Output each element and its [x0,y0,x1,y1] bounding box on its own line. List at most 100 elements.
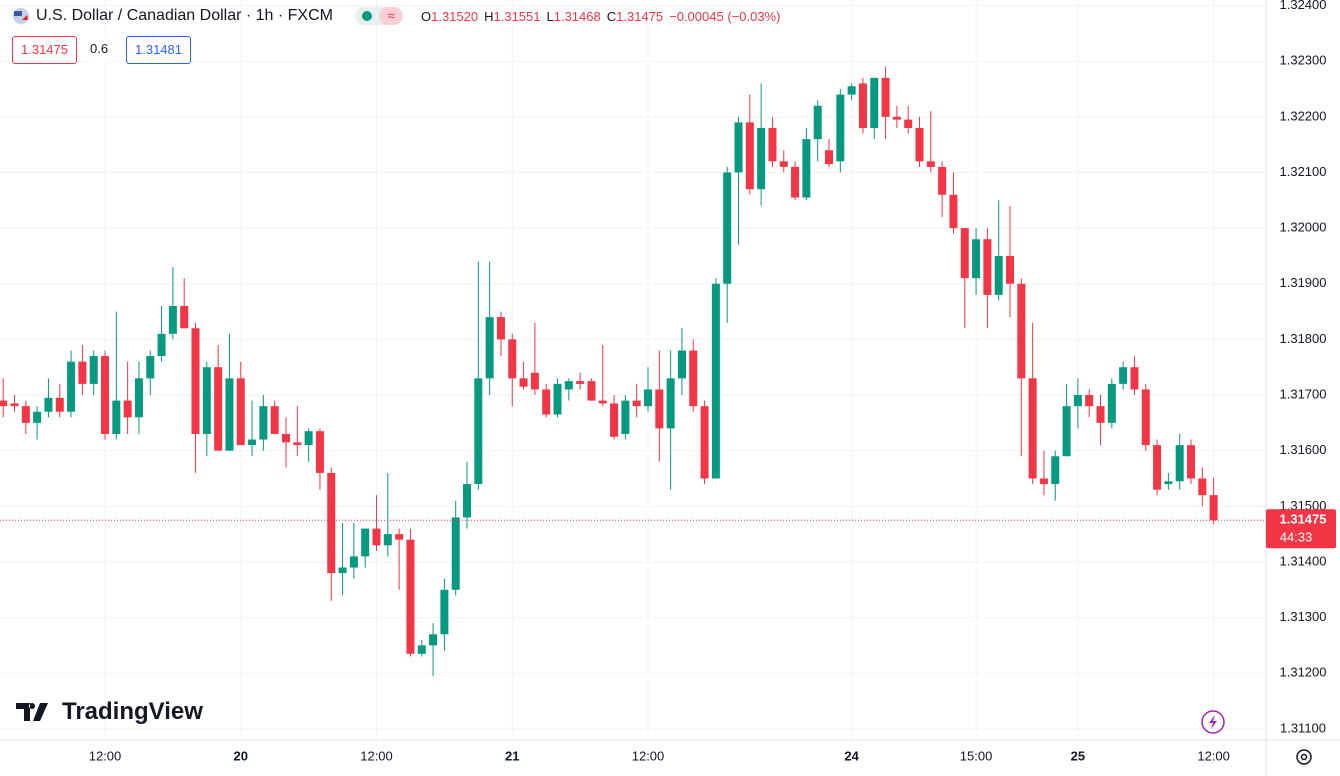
candle-body [802,139,811,198]
candle-body [293,442,302,446]
candle-body [1198,478,1207,496]
lightning-bolt [1209,715,1217,729]
candle-body [621,400,630,434]
candle-body [700,406,709,479]
candle-body [451,517,460,590]
candle-body [361,528,370,557]
x-tick-label: 21 [505,748,519,763]
y-tick-label: 1.32100 [1280,164,1327,179]
ohlc-value: 1.31475 [616,8,664,24]
logo-text: TradingView [62,698,203,725]
candle-body [757,127,766,190]
y-tick-label: 1.31200 [1280,665,1327,680]
header: U.S. Dollar / Canadian Dollar · 1h · FXC… [12,6,780,26]
ask[interactable]: 1.31481 [126,36,191,64]
candle-body [779,161,788,167]
ohlc-label: H [484,8,494,24]
candle-body [349,556,358,568]
ohlc-item: L1.31468 [547,9,601,24]
logo-mark [16,703,48,721]
candle-body [564,381,573,390]
candle-body [1209,495,1218,521]
status-icons: ≈ [354,7,403,25]
candle-body [1085,395,1094,407]
candle-body [417,645,426,654]
ohlc-value: 1.31551 [493,8,541,24]
candle-body [530,372,539,390]
candle-body [938,166,947,195]
candle-body [960,228,969,279]
y-tick-label: 1.31800 [1280,331,1327,346]
settings-icon-core [1300,753,1308,761]
ohlc-item: C1.31475 [607,9,663,24]
settings-icon [1296,749,1312,765]
bid[interactable]: 1.31475 [12,36,77,64]
candle-body [1175,445,1184,482]
candle-body [587,381,596,401]
candle-body [146,356,155,379]
candle-body [994,255,1003,295]
candle-body [406,539,415,654]
candle-body [915,127,924,162]
candle-body [689,350,698,407]
candle-body [55,397,64,412]
candle-body [1141,389,1150,446]
y-tick-label: 1.31400 [1280,553,1327,568]
candle-body [881,77,890,117]
candle-body [768,127,777,162]
candle-body [1119,367,1128,384]
candle-body [180,306,189,329]
candle-body [892,116,901,120]
y-tick-label: 1.31700 [1280,386,1327,401]
candle-body [202,367,211,434]
candle-body [496,317,505,340]
y-tick-label: 1.31600 [1280,442,1327,457]
candle-body [168,306,177,334]
price-tag-countdown: 44:33 [1280,530,1313,545]
y-tick-label: 1.31500 [1280,498,1327,513]
candle-body [485,317,494,379]
x-tick-label: 24 [844,748,859,763]
candle-body [1164,481,1173,485]
candle-body [508,339,517,379]
candle-body [1187,445,1196,479]
candle-body [259,406,268,440]
candle-body [1107,383,1116,423]
candle-body [112,400,121,434]
candle-body [191,328,200,434]
candle-body [1062,406,1071,457]
spread: 0.6 [90,36,109,62]
x-tick-label: 12:00 [1197,748,1230,763]
y-tick-label: 1.32200 [1280,108,1327,123]
candle-body [372,528,381,546]
candle-body [214,367,223,451]
candle-body [89,356,98,384]
candle-body [236,378,245,446]
candle-body [123,400,132,418]
change: −0.00045 (−0.03%) [669,8,781,24]
lightning-icon [1201,710,1225,734]
candle-body [1017,283,1026,379]
candle-body [666,378,675,429]
ohlc-label: O [420,8,432,24]
candle-body [983,239,992,295]
candle-body [21,406,30,423]
candle-body [1028,378,1037,479]
candle-body [270,406,279,434]
candle-body [338,567,347,574]
candle-body [825,150,834,165]
svg-text:≈: ≈ [387,8,395,24]
candle-body [598,400,607,404]
y-tick-label: 1.31100 [1280,720,1326,735]
candle-body [10,403,19,407]
candle-body [474,378,483,485]
y-tick-label: 1.31900 [1280,275,1327,290]
candle-body [440,589,449,635]
candle-body [33,411,42,423]
candle-body [78,361,87,384]
ohlc-item: H1.31551 [484,9,540,24]
candle-body [610,403,619,437]
candle-body [0,400,8,407]
candle-body [677,350,686,379]
